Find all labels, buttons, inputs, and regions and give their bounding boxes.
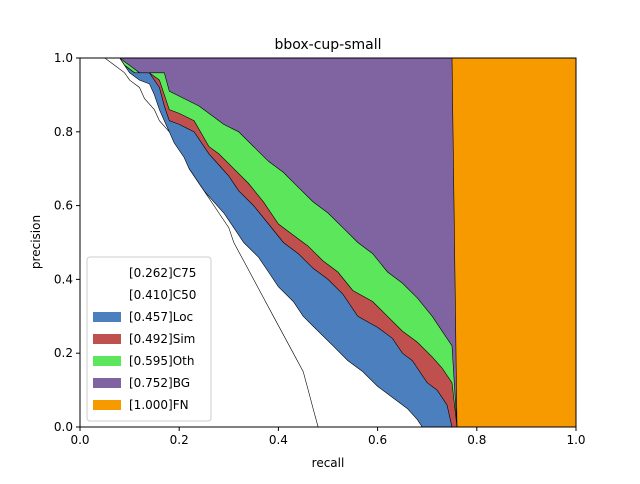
legend-label-fn: [1.000]FN [129,398,189,412]
y-tick-label: 0.0 [54,420,73,434]
x-axis-label: recall [312,456,345,470]
legend-swatch-bg [93,378,121,388]
x-tick-label: 0.6 [368,433,387,447]
legend-label-c50: [0.410]C50 [129,288,196,302]
legend-label-bg: [0.752]BG [129,376,190,390]
plot-frame [79,57,577,428]
legend-swatch-c50 [93,290,121,300]
legend-swatch-sim [93,334,121,344]
ticks-layer: 0.0 0.2 0.4 0.6 0.8 1.0 0.0 0.2 0.4 0.6 0.8 1.0 [54,51,586,447]
x-tick-label: 0.4 [269,433,288,447]
x-tick-label: 0.2 [170,433,189,447]
legend-swatch-fn [93,400,121,410]
x-tick-label: 0.0 [70,433,89,447]
y-axis-label: precision [29,215,43,269]
x-tick-label: 0.8 [467,433,486,447]
y-tick-label: 0.6 [54,199,73,213]
y-tick-label: 1.0 [54,51,73,65]
legend-label-c75: [0.262]C75 [129,266,196,280]
y-tick-label: 0.2 [54,346,73,360]
legend-label-loc: [0.457]Loc [129,310,193,324]
x-tick-label: 1.0 [566,433,585,447]
legend-swatch-c75 [93,268,121,278]
legend-swatch-oth [93,356,121,366]
legend-label-oth: [0.595]Oth [129,354,194,368]
legend: [0.262]C75 [0.410]C50 [0.457]Loc [0.492]Sim… [86,256,212,422]
chart-title: bbox-cup-small [274,37,381,53]
y-tick-label: 0.4 [54,272,73,286]
legend-label-sim: [0.492]Sim [129,332,195,346]
y-tick-label: 0.8 [54,125,73,139]
legend-swatch-loc [93,312,121,322]
